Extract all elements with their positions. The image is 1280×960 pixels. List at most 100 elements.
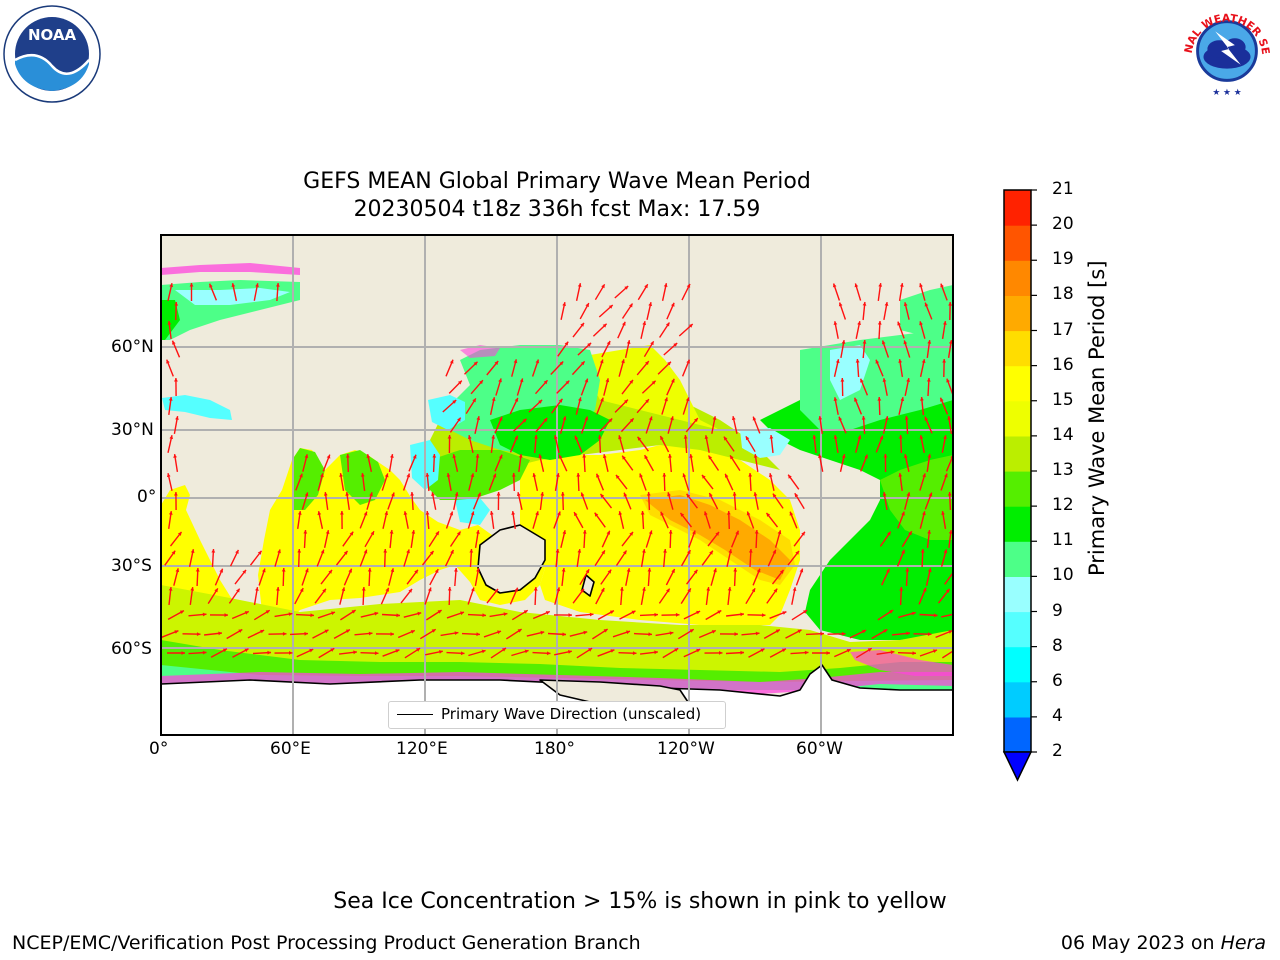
wave-arrow-head	[435, 531, 439, 536]
wave-arrow-head	[933, 649, 937, 653]
wave-arrow-head	[748, 549, 753, 553]
wave-arrow-head	[276, 587, 280, 591]
wave-arrow-head	[540, 630, 545, 635]
wave-arrow-head	[943, 435, 947, 439]
wave-arrow-head	[532, 473, 537, 477]
wave-arrow-head	[948, 302, 953, 306]
colorbar-segment	[1004, 260, 1031, 296]
wave-arrow-head	[479, 380, 483, 385]
wave-arrow-head	[626, 568, 631, 572]
wave-arrow-head	[345, 454, 350, 458]
wave-arrow-head	[664, 397, 668, 402]
wave-arrow-head	[715, 531, 719, 536]
wave-arrow-head	[766, 512, 771, 517]
wave-arrow-head	[587, 342, 592, 347]
wave-arrow-head	[497, 630, 501, 635]
wave-arrow-head	[545, 611, 550, 615]
wave-arrow-head	[645, 399, 649, 404]
wave-arrow-head	[740, 612, 744, 617]
wave-arrow-head	[244, 648, 249, 653]
wave-arrow-head	[862, 629, 867, 634]
wave-arrow-head	[788, 474, 792, 479]
wave-arrow-head	[222, 648, 227, 653]
wave-arrow-head	[202, 612, 207, 617]
wave-arrow-head	[473, 361, 478, 366]
wave-arrow-head	[299, 473, 303, 478]
wave-arrow-head	[777, 530, 782, 535]
wave-arrow-head	[886, 568, 890, 573]
colorbar-segment	[1004, 681, 1031, 718]
wave-arrow-head	[498, 416, 503, 421]
wave-arrow-head	[390, 632, 394, 636]
wave-arrow-head	[903, 454, 908, 459]
wave-arrow-head	[406, 473, 411, 478]
wave-arrow-head	[457, 417, 461, 422]
wave-arrow-head	[475, 454, 480, 458]
chart-subtitle: 20230504 t18z 336h fcst Max: 17.59	[353, 197, 761, 222]
wave-arrow-head	[596, 473, 600, 478]
colorbar-tick-label: 8	[1052, 635, 1063, 656]
wave-arrow-head	[219, 568, 223, 573]
map-legend: Primary Wave Direction (unscaled)	[388, 701, 726, 729]
wave-arrow-head	[580, 588, 584, 593]
wave-arrow-head	[562, 416, 567, 421]
colorbar-tick-label: 15	[1052, 389, 1074, 410]
wave-arrow-head	[704, 435, 709, 439]
wave-arrow-head	[303, 530, 308, 534]
wave-arrow-head	[339, 473, 343, 477]
wave-arrow-head	[857, 435, 862, 440]
wave-arrow-head	[395, 649, 400, 653]
wave-arrow-head	[267, 650, 271, 655]
wave-arrow-head	[693, 569, 698, 574]
wave-arrow-head	[644, 455, 648, 460]
colorbar-tick-label: 12	[1052, 495, 1074, 516]
wave-arrow-head	[425, 511, 430, 515]
wave-arrow-head	[616, 474, 620, 479]
wave-arrow-head	[942, 359, 946, 363]
wave-arrow-head	[299, 588, 304, 593]
wave-arrow-head	[618, 511, 623, 516]
wave-arrow-head	[927, 530, 931, 534]
wave-arrow-head	[620, 587, 624, 591]
wave-arrow-head	[449, 511, 454, 516]
wave-arrow-head	[694, 418, 698, 422]
wave-arrow-head	[324, 629, 329, 634]
wave-arrow-head	[671, 302, 675, 307]
wave-arrow-head	[838, 302, 843, 307]
wave-arrow-head	[214, 588, 218, 593]
wave-arrow-head	[789, 511, 794, 516]
wave-arrow-head	[317, 511, 322, 516]
wave-arrow-head	[496, 492, 501, 496]
wave-arrow-head	[447, 435, 452, 439]
wave-arrow-head	[584, 378, 589, 383]
wave-arrow-head	[882, 378, 887, 382]
wave-arrow-head	[650, 341, 654, 346]
wave-arrow-head	[414, 569, 418, 574]
legend-line-swatch	[397, 714, 433, 715]
wave-arrow-head	[242, 569, 246, 574]
wave-arrow-head	[642, 321, 647, 326]
wave-arrow-head	[884, 416, 889, 421]
wave-arrow-head	[797, 629, 802, 634]
wave-arrow-head	[835, 359, 840, 364]
wave-arrow-head	[580, 322, 584, 327]
wave-arrow-head	[944, 473, 948, 478]
wave-arrow-head	[889, 610, 894, 614]
wave-arrow-head	[667, 361, 671, 366]
wave-arrow-head	[489, 511, 494, 515]
wave-arrow-head	[897, 321, 901, 326]
wave-arrow	[941, 613, 953, 618]
wave-arrow-head	[166, 473, 171, 478]
wave-arrow-head	[945, 588, 950, 593]
wave-arrow-head	[167, 321, 172, 325]
wave-arrow-head	[369, 492, 373, 497]
wave-arrow-head	[175, 568, 180, 573]
wave-arrow-head	[174, 302, 179, 306]
wave-arrow-head	[883, 629, 888, 633]
wave-arrow-head	[429, 550, 434, 555]
wave-arrow-head	[514, 435, 518, 440]
wave-arrow-head	[713, 568, 717, 573]
wave-arrow-head	[439, 650, 443, 654]
wave-arrow	[944, 571, 953, 585]
